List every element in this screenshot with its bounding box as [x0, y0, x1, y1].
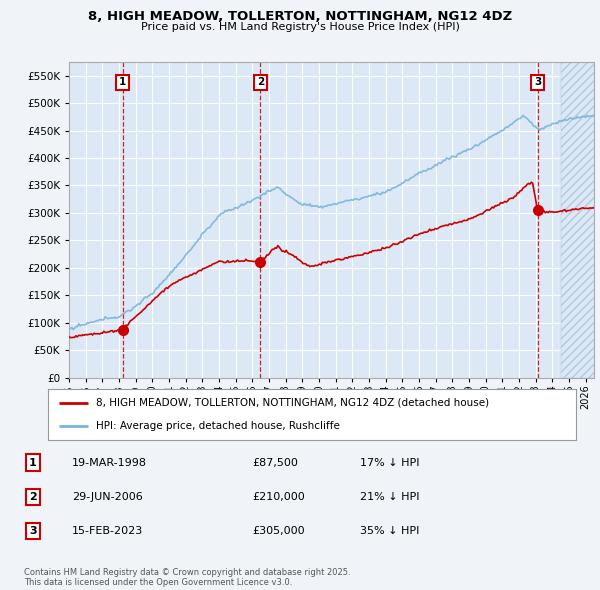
Text: £305,000: £305,000 [252, 526, 305, 536]
Text: 8, HIGH MEADOW, TOLLERTON, NOTTINGHAM, NG12 4DZ (detached house): 8, HIGH MEADOW, TOLLERTON, NOTTINGHAM, N… [95, 398, 488, 408]
Text: 15-FEB-2023: 15-FEB-2023 [72, 526, 143, 536]
Text: HPI: Average price, detached house, Rushcliffe: HPI: Average price, detached house, Rush… [95, 421, 340, 431]
Text: 21% ↓ HPI: 21% ↓ HPI [360, 492, 419, 502]
Text: £87,500: £87,500 [252, 458, 298, 467]
Text: 35% ↓ HPI: 35% ↓ HPI [360, 526, 419, 536]
Text: 29-JUN-2006: 29-JUN-2006 [72, 492, 143, 502]
Text: 3: 3 [534, 77, 541, 87]
Text: 8, HIGH MEADOW, TOLLERTON, NOTTINGHAM, NG12 4DZ: 8, HIGH MEADOW, TOLLERTON, NOTTINGHAM, N… [88, 10, 512, 23]
Text: 17% ↓ HPI: 17% ↓ HPI [360, 458, 419, 467]
Text: 2: 2 [257, 77, 264, 87]
Text: £210,000: £210,000 [252, 492, 305, 502]
Text: 1: 1 [119, 77, 126, 87]
Text: 19-MAR-1998: 19-MAR-1998 [72, 458, 147, 467]
Text: 3: 3 [29, 526, 37, 536]
Text: 1: 1 [29, 458, 37, 467]
Text: 2: 2 [29, 492, 37, 502]
Text: Price paid vs. HM Land Registry's House Price Index (HPI): Price paid vs. HM Land Registry's House … [140, 22, 460, 32]
Text: Contains HM Land Registry data © Crown copyright and database right 2025.
This d: Contains HM Land Registry data © Crown c… [24, 568, 350, 587]
